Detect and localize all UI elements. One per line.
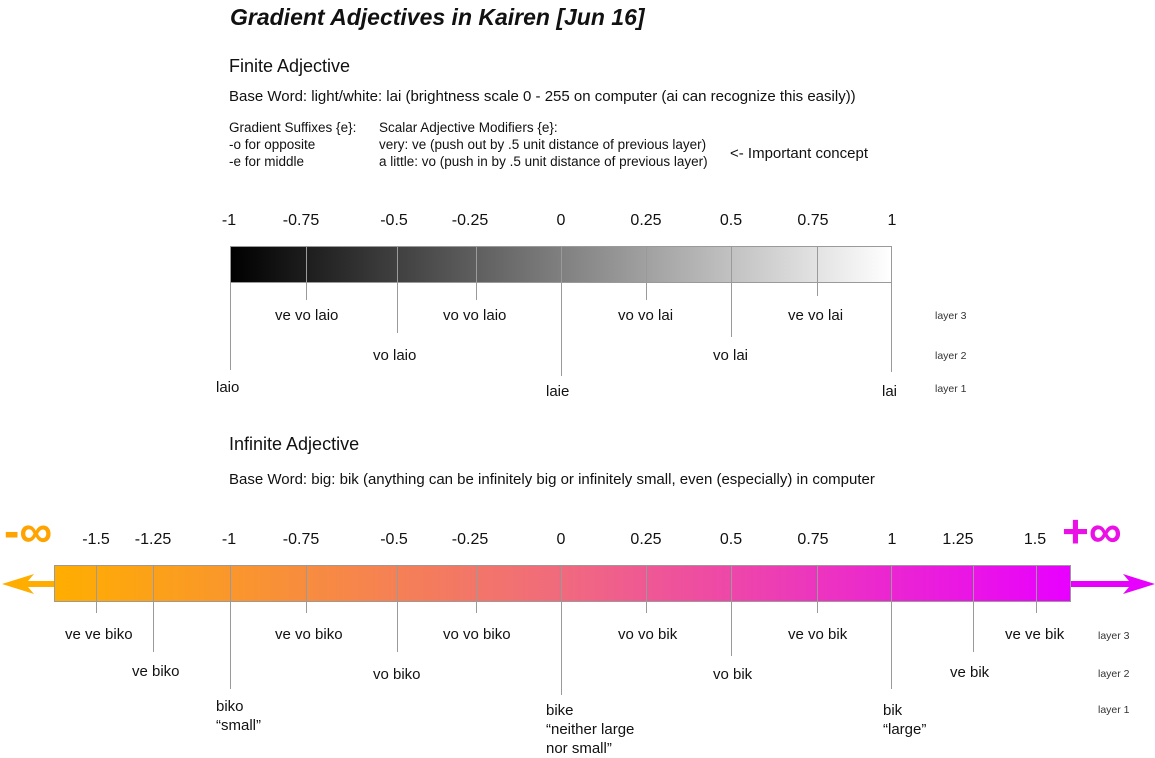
label-ve-biko: ve biko: [132, 663, 180, 680]
size-gradient-bar: [54, 565, 1071, 602]
important-note: <- Important concept: [730, 145, 868, 162]
finite-divider: [731, 246, 732, 337]
label-ve-vo-laio: ve vo laio: [275, 307, 339, 324]
infinite-tick: -0.75: [282, 531, 320, 548]
positive-infinity-symbol: +∞: [1062, 505, 1122, 557]
left-arrow-icon: [2, 574, 56, 594]
infinite-divider: [96, 565, 97, 613]
finite-divider: [476, 246, 477, 300]
label-ve-ve-biko: ve ve biko: [65, 626, 133, 643]
infinite-tick: -1.5: [82, 531, 110, 548]
infinite-tick: 0.25: [630, 531, 662, 548]
infinite-divider: [646, 565, 647, 613]
infinite-tick: 1: [887, 531, 897, 548]
label-vo-vo-biko: vo vo biko: [443, 626, 511, 643]
infinite-layer-1: layer 1: [1098, 704, 1130, 716]
label-vo-laio: vo laio: [373, 347, 417, 364]
finite-divider: [397, 246, 398, 333]
suffixes-heading: Gradient Suffixes {e}:: [229, 120, 357, 135]
finite-layer-3: layer 3: [935, 310, 967, 322]
scalar-modifiers: Scalar Adjective Modifiers {e}: very: ve…: [379, 119, 708, 170]
suffix-opposite: -o for opposite: [229, 137, 316, 152]
finite-tick: 0.25: [630, 212, 662, 229]
negative-infinity-symbol: -∞: [4, 505, 53, 557]
infinite-divider: [230, 565, 231, 689]
finite-layer-2: layer 2: [935, 350, 967, 362]
bike-word: bike: [546, 702, 574, 719]
infinite-tick: 1.25: [942, 531, 974, 548]
suffix-middle: -e for middle: [229, 154, 305, 169]
label-vo-vo-bik: vo vo bik: [618, 626, 678, 643]
label-bik: bik “large”: [883, 701, 926, 739]
label-laio: laio: [216, 379, 240, 396]
finite-base-word: Base Word: light/white: lai (brightness …: [229, 88, 856, 105]
label-ve-ve-bik: ve ve bik: [1005, 626, 1065, 643]
gradient-suffixes: Gradient Suffixes {e}: -o for opposite -…: [229, 119, 356, 170]
infinite-tick: 0.75: [797, 531, 829, 548]
finite-tick: 0: [556, 212, 566, 229]
infinite-layer-2: layer 2: [1098, 668, 1130, 680]
right-arrow-icon: [1069, 574, 1155, 594]
infinite-tick: 0.5: [719, 531, 743, 548]
infinite-tick: -0.5: [380, 531, 408, 548]
infinite-layer-3: layer 3: [1098, 630, 1130, 642]
biko-word: biko: [216, 698, 244, 715]
infinite-divider: [891, 565, 892, 689]
label-ve-vo-lai: ve vo lai: [788, 307, 844, 324]
finite-tick: -0.75: [282, 212, 320, 229]
finite-divider: [817, 246, 818, 296]
infinite-divider: [561, 565, 562, 695]
infinite-heading: Infinite Adjective: [229, 434, 360, 454]
infinite-tick: -1.25: [134, 531, 172, 548]
page-title: Gradient Adjectives in Kairen [Jun 16]: [230, 4, 645, 30]
bik-word: bik: [883, 702, 903, 719]
label-vo-biko: vo biko: [373, 666, 421, 683]
label-bike: bike “neither large nor small”: [546, 701, 634, 758]
finite-tick: -0.25: [451, 212, 489, 229]
infinite-divider: [397, 565, 398, 652]
infinite-divider: [817, 565, 818, 613]
finite-heading: Finite Adjective: [229, 56, 351, 76]
modifier-little: a little: vo (push in by .5 unit distanc…: [379, 154, 708, 169]
label-vo-vo-lai: vo vo lai: [618, 307, 674, 324]
infinite-divider: [731, 565, 732, 656]
finite-tick: -1: [221, 212, 237, 229]
infinite-tick: -1: [221, 531, 237, 548]
modifier-very: very: ve (push out by .5 unit distance o…: [379, 137, 707, 152]
finite-tick: -0.5: [380, 212, 408, 229]
infinite-tick: 0: [556, 531, 566, 548]
infinite-tick: -0.25: [451, 531, 489, 548]
label-laie: laie: [546, 383, 570, 400]
infinite-divider: [1036, 565, 1037, 613]
infinite-divider: [153, 565, 154, 652]
infinite-base-word: Base Word: big: bik (anything can be inf…: [229, 471, 875, 488]
biko-gloss: “small”: [216, 717, 261, 734]
finite-tick: 0.5: [719, 212, 743, 229]
infinite-divider: [973, 565, 974, 652]
label-ve-vo-biko: ve vo biko: [275, 626, 343, 643]
label-lai: lai: [882, 383, 898, 400]
finite-tick: 1: [887, 212, 897, 229]
label-vo-lai: vo lai: [713, 347, 749, 364]
label-vo-vo-laio: vo vo laio: [443, 307, 507, 324]
infinite-divider: [306, 565, 307, 613]
finite-divider: [646, 246, 647, 300]
label-ve-bik: ve bik: [950, 664, 990, 681]
label-vo-bik: vo bik: [713, 666, 753, 683]
modifiers-heading: Scalar Adjective Modifiers {e}:: [379, 120, 558, 135]
infinite-divider: [476, 565, 477, 613]
label-biko: biko “small”: [216, 697, 261, 735]
bike-gloss-1: “neither large: [546, 721, 635, 738]
finite-divider: [561, 246, 562, 376]
bike-gloss-2: nor small”: [546, 740, 612, 757]
finite-tick: 0.75: [797, 212, 829, 229]
finite-divider: [891, 246, 892, 372]
finite-layer-1: layer 1: [935, 383, 967, 395]
finite-divider: [306, 246, 307, 300]
infinite-tick: 1.5: [1023, 531, 1047, 548]
label-ve-vo-bik: ve vo bik: [788, 626, 848, 643]
bik-gloss: “large”: [883, 721, 927, 738]
finite-divider: [230, 246, 231, 370]
